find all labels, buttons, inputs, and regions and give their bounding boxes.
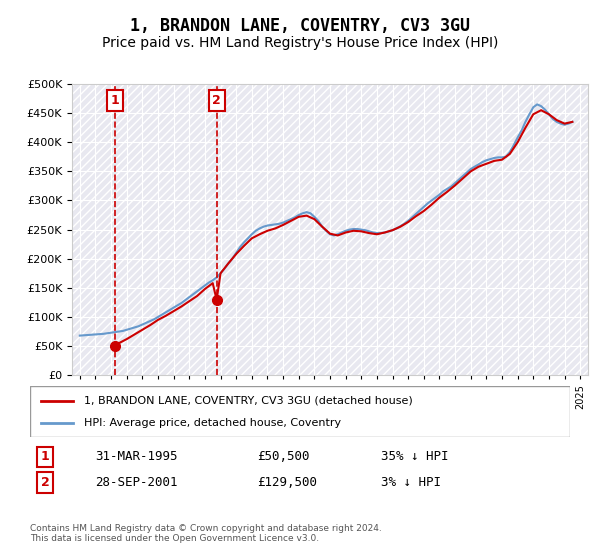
Text: HPI: Average price, detached house, Coventry: HPI: Average price, detached house, Cove… [84, 418, 341, 428]
Text: 1, BRANDON LANE, COVENTRY, CV3 3GU: 1, BRANDON LANE, COVENTRY, CV3 3GU [130, 17, 470, 35]
Text: £129,500: £129,500 [257, 476, 317, 489]
Text: 2: 2 [41, 476, 50, 489]
Text: 2: 2 [212, 94, 221, 107]
Text: 31-MAR-1995: 31-MAR-1995 [95, 450, 178, 464]
Text: Price paid vs. HM Land Registry's House Price Index (HPI): Price paid vs. HM Land Registry's House … [102, 36, 498, 50]
Text: 28-SEP-2001: 28-SEP-2001 [95, 476, 178, 489]
Bar [72, 84, 588, 375]
Text: 35% ↓ HPI: 35% ↓ HPI [381, 450, 449, 464]
Text: 1: 1 [41, 450, 50, 464]
FancyBboxPatch shape [30, 386, 570, 437]
Text: Contains HM Land Registry data © Crown copyright and database right 2024.
This d: Contains HM Land Registry data © Crown c… [30, 524, 382, 543]
Text: £50,500: £50,500 [257, 450, 310, 464]
Text: 1: 1 [110, 94, 119, 107]
Text: 3% ↓ HPI: 3% ↓ HPI [381, 476, 441, 489]
Text: 1, BRANDON LANE, COVENTRY, CV3 3GU (detached house): 1, BRANDON LANE, COVENTRY, CV3 3GU (deta… [84, 395, 413, 405]
